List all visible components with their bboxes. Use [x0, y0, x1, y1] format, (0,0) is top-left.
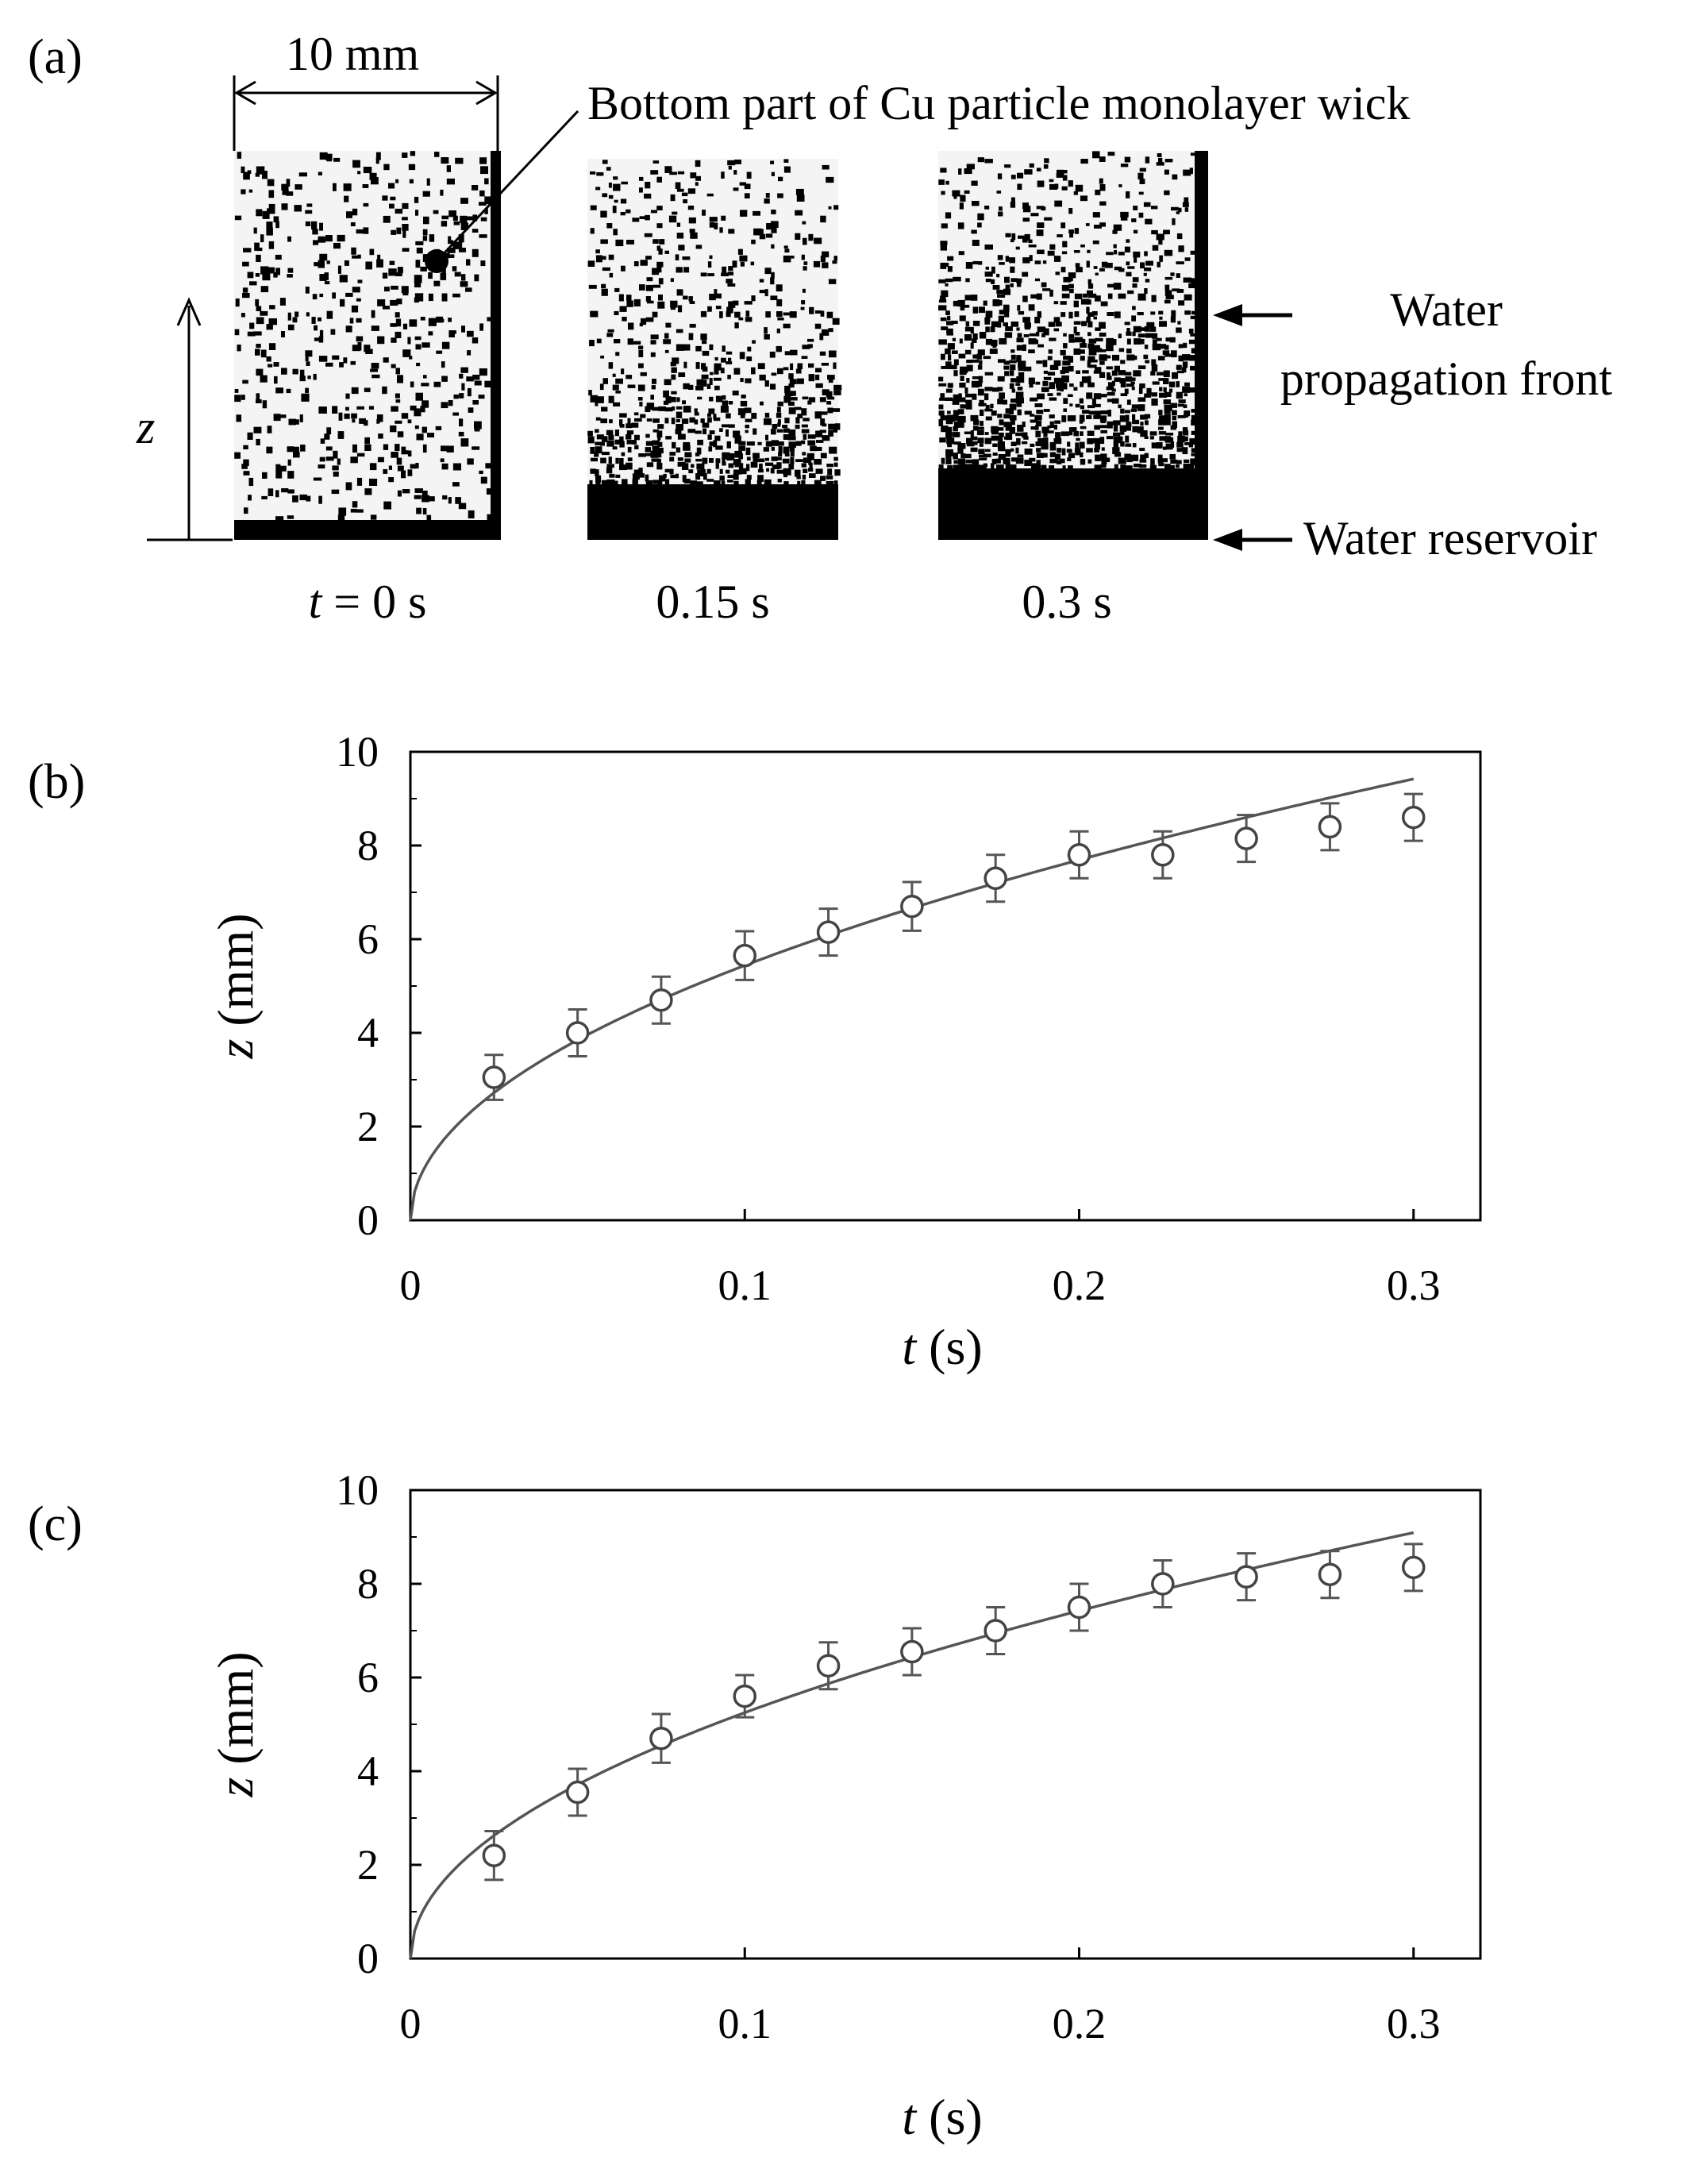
z-axis-label: z	[136, 401, 155, 453]
data-point	[1402, 792, 1426, 842]
panel-a: (a) 10 mm Botto	[28, 28, 1612, 628]
data-point	[984, 1606, 1007, 1655]
panel-a-label: (a)	[28, 30, 83, 84]
chart-panel-c: (c) 0 2 4 6 8 10 0 0.1 0.2 0.3 t (s) z (mm)	[28, 1466, 1482, 2145]
y-axis-title: z (mm)	[207, 1651, 264, 1797]
data-point	[482, 1830, 506, 1882]
y-tick-label: 8	[357, 1560, 379, 1608]
y-axis-title: z (mm)	[207, 913, 264, 1059]
data-point	[1067, 830, 1091, 880]
data-point	[1318, 1550, 1342, 1600]
scale-bar: 10 mm	[233, 28, 499, 151]
data-point	[482, 1053, 506, 1101]
callout-label: Bottom part of Cu particle monolayer wic…	[587, 77, 1410, 129]
data-point	[649, 975, 673, 1025]
axis-ticks	[409, 1489, 1415, 1960]
data-point	[816, 1641, 841, 1691]
data-point	[1067, 1582, 1091, 1632]
x-axis-title: t (s)	[902, 2089, 982, 2145]
y-tick-label: 6	[357, 1654, 379, 1701]
x-tick-label: 0.3	[1387, 1261, 1441, 1309]
front-label-line2: propagation front	[1280, 352, 1613, 405]
callout: Bottom part of Cu particle monolayer wic…	[425, 77, 1410, 273]
y-tick-label: 0	[357, 1196, 379, 1244]
front-label-line1: Water	[1390, 283, 1503, 336]
panel-b-label: (b)	[28, 755, 85, 809]
data-point	[1402, 1543, 1426, 1593]
reservoir-arrow: Water reservoir	[1213, 512, 1597, 564]
data-point	[984, 853, 1007, 903]
y-tick-label: 10	[336, 728, 379, 776]
axis-ticks	[409, 750, 1415, 1222]
front-arrow: Water propagation front	[1213, 283, 1612, 405]
data-point	[733, 930, 756, 981]
time-label-t0: t = 0 s	[309, 576, 427, 628]
y-tick-label: 6	[357, 915, 379, 963]
x-tick-label: 0	[400, 1261, 422, 1309]
y-tick-label: 2	[357, 1841, 379, 1889]
y-tick-label: 2	[357, 1103, 379, 1150]
data-point	[816, 907, 841, 957]
data-point	[565, 1008, 590, 1057]
x-axis-title: t (s)	[902, 1319, 982, 1375]
data-point	[1234, 1552, 1258, 1602]
y-tick-label: 0	[357, 1935, 379, 1982]
data-point	[900, 1627, 924, 1677]
plot-frame	[409, 1489, 1482, 1960]
panel-c-label: (c)	[28, 1497, 83, 1551]
x-tick-label: 0.2	[1053, 1261, 1107, 1309]
reservoir-label: Water reservoir	[1303, 512, 1597, 564]
x-tick-label: 0.2	[1053, 2000, 1107, 2047]
time-label-t03: 0.3 s	[1022, 576, 1111, 628]
data-points	[482, 792, 1426, 1101]
fit-curve	[409, 1531, 1415, 1959]
x-tick-label: 0.1	[718, 2000, 772, 2047]
y-tick-label: 8	[357, 822, 379, 869]
y-tick-label: 10	[336, 1466, 379, 1514]
y-tick-label: 4	[357, 1009, 379, 1057]
scale-label: 10 mm	[286, 28, 419, 80]
chart-panel-b: (b) 0 2 4 6 8 10 0 0.1 0.2 0.3 t (s) z (mm)	[28, 728, 1482, 1375]
data-point	[900, 880, 924, 932]
data-point	[733, 1674, 756, 1719]
x-tick-label: 0.3	[1387, 2000, 1441, 2047]
tick-labels: 0 2 4 6 8 10 0 0.1 0.2 0.3	[336, 1466, 1441, 2047]
x-tick-label: 0.1	[718, 1261, 772, 1309]
callout-dot	[425, 249, 448, 273]
data-point	[1318, 802, 1342, 852]
x-tick-label: 0	[400, 2000, 422, 2047]
data-point	[1151, 1559, 1175, 1608]
data-point	[565, 1767, 590, 1817]
wick-speckle-texture	[234, 151, 1199, 523]
z-axis-arrow: z	[136, 297, 233, 541]
tick-labels: 0 2 4 6 8 10 0 0.1 0.2 0.3	[336, 728, 1441, 1309]
data-point	[1151, 830, 1175, 880]
y-tick-label: 4	[357, 1747, 379, 1795]
data-point	[649, 1712, 673, 1764]
data-points	[482, 1543, 1426, 1882]
time-label-t015: 0.15 s	[656, 576, 769, 628]
data-point	[1234, 814, 1258, 864]
fit-curve	[409, 777, 1415, 1221]
